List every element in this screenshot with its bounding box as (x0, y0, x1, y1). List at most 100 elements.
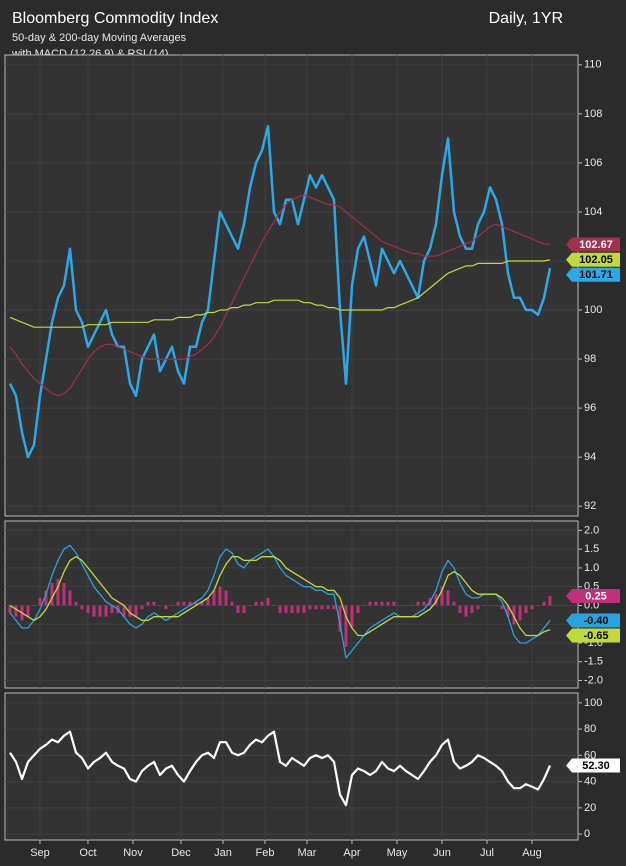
histogram-bar (62, 582, 66, 606)
histogram-bar (146, 601, 150, 606)
x-tick-label: Nov (123, 847, 143, 859)
histogram-bar (416, 601, 420, 606)
series-line (9, 556, 551, 637)
histogram-bar (170, 605, 174, 606)
histogram-bar (56, 579, 60, 606)
histogram-bar (44, 590, 48, 606)
histogram-bar (482, 605, 486, 606)
histogram-bar (320, 605, 324, 610)
histogram-bar (356, 605, 360, 613)
histogram-bar (314, 605, 318, 610)
y-tick-label: 98 (584, 353, 596, 365)
histogram-bar (80, 605, 84, 610)
histogram-bar (242, 605, 246, 613)
x-tick-label: Jan (214, 847, 232, 859)
y-tick-label: 94 (584, 451, 596, 463)
y-tick-label: 104 (584, 206, 602, 218)
histogram-bar (548, 596, 552, 606)
histogram-bar (410, 605, 414, 606)
x-tick-label: Feb (255, 847, 274, 859)
histogram-bar (476, 605, 480, 610)
x-tick-label: Jul (480, 847, 494, 859)
y-tick-label: 110 (584, 59, 602, 71)
histogram-bar (536, 605, 540, 606)
histogram-bar (32, 605, 36, 606)
histogram-bar (236, 605, 240, 613)
histogram-bar (152, 601, 156, 606)
histogram-bar (104, 605, 108, 617)
x-tick-label: Mar (298, 847, 317, 859)
histogram-bar (470, 605, 474, 613)
x-tick-label: Dec (171, 847, 191, 859)
y-tick-label: 0 (584, 828, 590, 840)
y-tick-label: -2.0 (584, 674, 603, 686)
histogram-bar (110, 605, 114, 613)
histogram-bar (332, 605, 336, 610)
histogram-bar (500, 605, 504, 610)
end-tag (566, 613, 620, 628)
end-tag (566, 237, 620, 252)
histogram-bar (326, 605, 330, 610)
end-label: -0.40 (583, 615, 608, 627)
x-tick-label: Oct (79, 847, 96, 859)
histogram-bar (398, 605, 402, 606)
y-tick-label: 2.0 (584, 524, 599, 536)
histogram-bar (350, 605, 354, 628)
histogram-bar (254, 601, 258, 606)
histogram-bar (422, 601, 426, 606)
histogram-bar (164, 605, 168, 610)
histogram-bar (14, 605, 18, 617)
panel (4, 54, 579, 517)
histogram-bar (260, 601, 264, 606)
y-tick-label: 100 (584, 304, 602, 316)
histogram-bar (218, 586, 222, 606)
histogram-bar (302, 605, 306, 613)
histogram-bar (464, 605, 468, 617)
series-line (9, 194, 551, 397)
histogram-bar (188, 601, 192, 606)
histogram-bar (458, 605, 462, 613)
histogram-bar (212, 590, 216, 606)
end-label: 102.05 (579, 254, 613, 266)
x-tick-label: Jun (433, 847, 451, 859)
histogram-bar (512, 605, 516, 625)
series-line (9, 544, 551, 659)
y-tick-label: 106 (584, 157, 602, 169)
x-tick-label: May (387, 847, 408, 859)
y-tick-label: 1.0 (584, 562, 599, 574)
end-tag (566, 252, 620, 267)
end-label: -0.65 (583, 630, 608, 642)
histogram-bar (362, 605, 366, 606)
end-label: 0.25 (585, 590, 606, 602)
end-label: 52.30 (582, 760, 610, 772)
series-line (9, 259, 551, 328)
y-tick-label: -1.5 (584, 656, 603, 668)
histogram-bar (134, 605, 138, 617)
histogram-bar (206, 597, 210, 606)
histogram-bar (494, 605, 498, 606)
histogram-bar (344, 605, 348, 647)
histogram-bar (290, 605, 294, 613)
histogram-bar (380, 601, 384, 606)
histogram-bar (200, 601, 204, 606)
histogram-bar (368, 601, 372, 606)
histogram-bar (434, 594, 438, 606)
end-tag (566, 267, 620, 282)
histogram-bar (386, 601, 390, 606)
histogram-bar (308, 605, 312, 610)
chart-title: Bloomberg Commodity Index (12, 10, 218, 27)
x-tick-label: Aug (522, 847, 542, 859)
histogram-bar (248, 605, 252, 606)
histogram-bar (176, 601, 180, 606)
histogram-bar (404, 605, 408, 606)
histogram-bar (26, 605, 30, 617)
histogram-bar (92, 605, 96, 617)
histogram-bar (278, 605, 282, 613)
end-tag (566, 758, 620, 773)
histogram-bar (98, 605, 102, 617)
panel (4, 692, 579, 841)
histogram-bar (140, 605, 144, 610)
histogram-bar (68, 590, 72, 606)
histogram-bar (122, 605, 126, 617)
